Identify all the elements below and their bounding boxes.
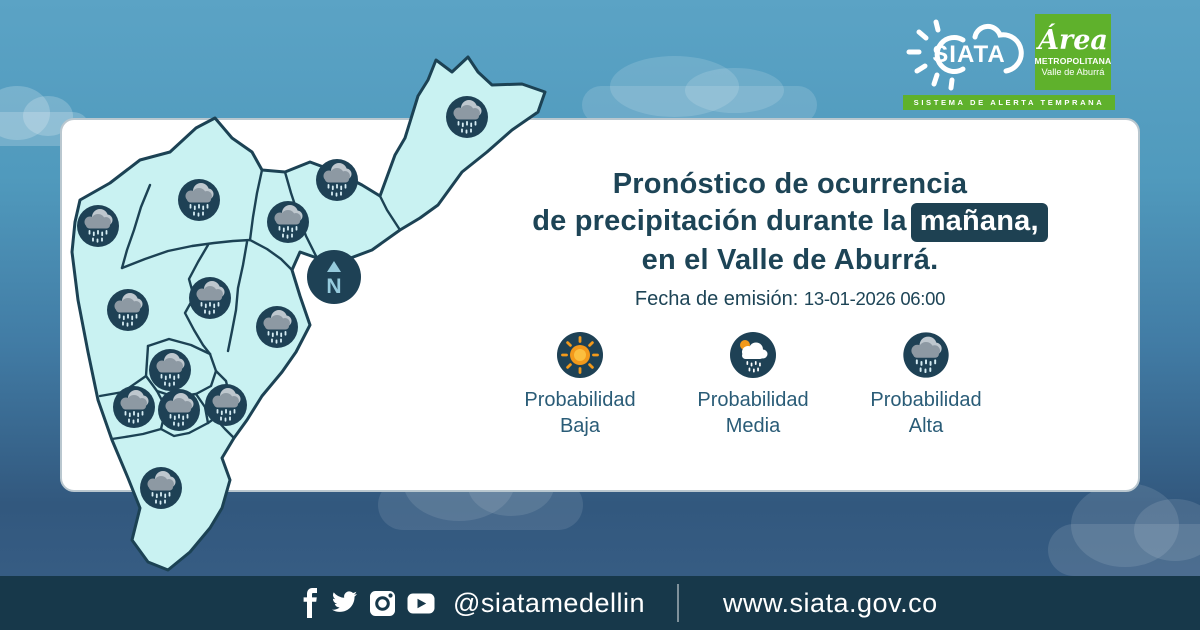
legend-label-line2: Baja [559,415,600,437]
legend-item-alta: Probabilidad Alta [840,332,1012,439]
sun-cloud-rain-icon [730,332,776,378]
emission-label: Fecha de emisión: [634,288,799,310]
rain-cloud-icon [149,349,191,391]
rain-cloud-icon [446,96,488,138]
emission-date: Fecha de emisión: 13-01-2026 06:00 [450,288,1130,311]
youtube-icon[interactable] [407,593,435,614]
rain-cloud-icon [140,467,182,509]
legend-label-line1: Probabilidad [697,389,809,411]
header-logos: SIATA Área METROPOLITANA Valle de Aburrá… [903,14,1115,110]
title-line-1: Pronóstico de ocurrencia [612,168,968,200]
legend-label-line2: Media [725,415,781,437]
area-logo-valle: Valle de Aburrá [1041,66,1105,77]
legend-label-line2: Alta [908,415,944,437]
footer-divider [677,584,679,622]
siata-logo-text: SIATA [932,41,1005,68]
legend-label: Probabilidad Baja [524,387,635,439]
legend-label-line1: Probabilidad [870,389,982,411]
social-icons [302,588,435,618]
sun-icon [557,332,603,378]
instagram-icon[interactable] [369,590,396,617]
rain-cloud-icon [113,386,155,428]
rain-cloud-icon [256,306,298,348]
social-handle[interactable]: @siatamedellin [453,587,645,618]
rain-cloud-icon [77,205,119,247]
rain-cloud-icon [178,179,220,221]
page-title: Pronóstico de ocurrencia de precipitació… [450,166,1130,279]
legend-item-media: Probabilidad Media [667,332,839,439]
siata-logo: SIATA [906,19,1024,91]
rain-cloud-icon [267,201,309,243]
area-logo-script: Área [1038,25,1108,57]
legend-label-line1: Probabilidad [524,389,636,411]
north-arrow-icon: N [307,250,361,304]
title-highlight: mañana, [910,203,1048,242]
area-metropolitana-logo: Área METROPOLITANA Valle de Aburrá [1035,14,1111,90]
rain-cloud-icon [903,332,949,378]
rain-cloud-icon [316,159,358,201]
title-line-3: en el Valle de Aburrá. [641,244,939,276]
title-line-2: de precipitación durante la mañana, [450,203,1130,242]
area-logo-metropolitana: METROPOLITANA [1034,56,1112,67]
facebook-icon[interactable] [302,588,319,618]
emission-value: 13-01-2026 06:00 [803,288,946,309]
rain-cloud-icon [158,389,200,431]
siata-tagline: SISTEMA DE ALERTA TEMPRANA [903,95,1115,110]
svg-text:N: N [326,275,341,298]
background-cloud [582,56,817,124]
website-link[interactable]: www.siata.gov.co [723,587,938,618]
title-line-2-text: de precipitación durante la [532,205,907,237]
legend-label: Probabilidad Media [697,387,808,439]
twitter-icon[interactable] [330,591,358,615]
rain-cloud-icon [189,277,231,319]
background-cloud [1048,483,1200,576]
rain-cloud-icon [205,384,247,426]
valle-de-aburra-map: N [70,55,547,572]
compass-rose: N [307,250,361,304]
probability-legend: Probabilidad Baja [494,332,1012,439]
footer-bar: @siatamedellin www.siata.gov.co [0,576,1200,630]
sun-cloud-icon [906,19,1024,91]
rain-cloud-icon [107,289,149,331]
legend-item-baja: Probabilidad Baja [494,332,666,439]
forecast-markers [77,96,488,509]
legend-label: Probabilidad Alta [870,387,981,439]
